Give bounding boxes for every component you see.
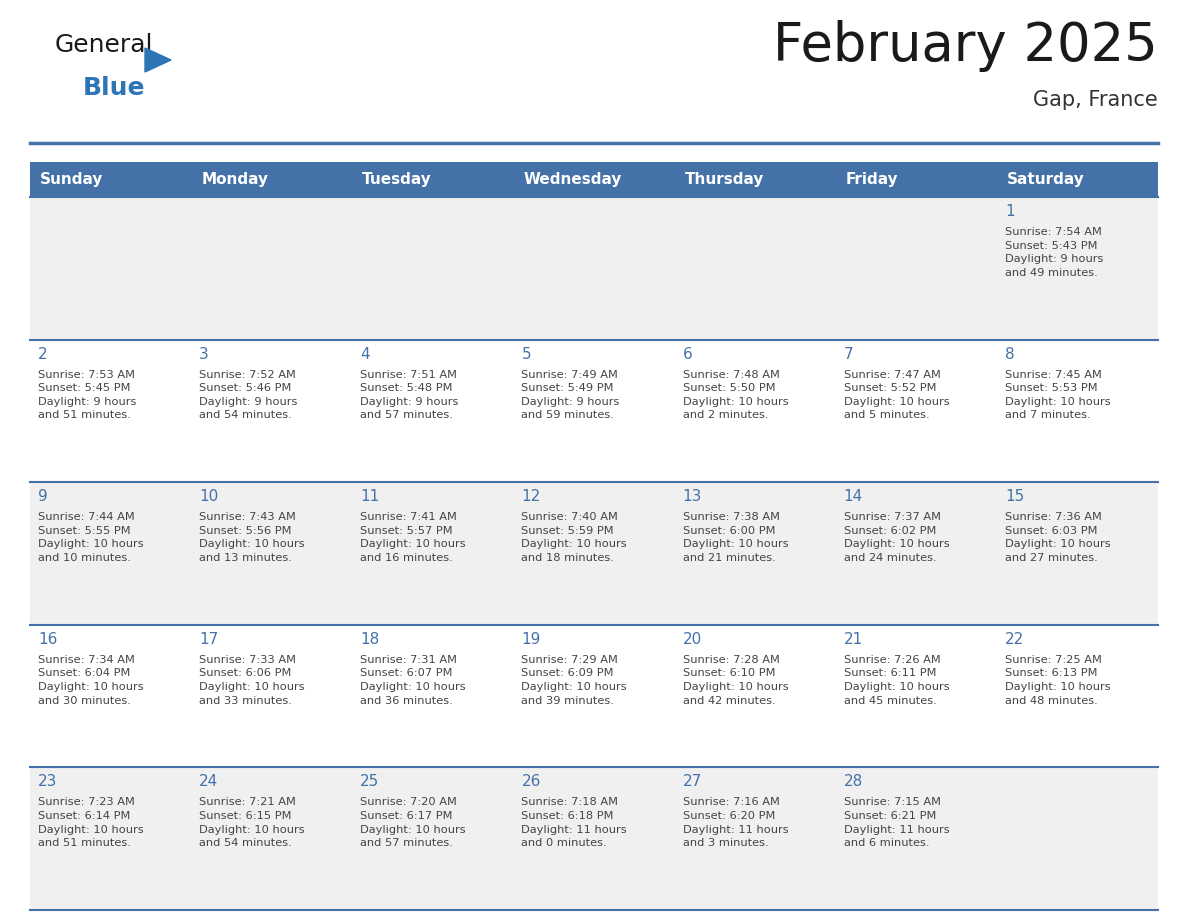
Text: 24: 24 [200, 775, 219, 789]
Polygon shape [145, 48, 171, 72]
Bar [675, 162, 835, 197]
Text: 13: 13 [683, 489, 702, 504]
Text: 7: 7 [843, 347, 853, 362]
Text: 12: 12 [522, 489, 541, 504]
Text: Sunrise: 7:51 AM
Sunset: 5:48 PM
Daylight: 9 hours
and 57 minutes.: Sunrise: 7:51 AM Sunset: 5:48 PM Dayligh… [360, 370, 459, 420]
Text: Sunrise: 7:41 AM
Sunset: 5:57 PM
Daylight: 10 hours
and 16 minutes.: Sunrise: 7:41 AM Sunset: 5:57 PM Dayligh… [360, 512, 466, 563]
Bar [30, 625, 1158, 767]
Text: Sunrise: 7:36 AM
Sunset: 6:03 PM
Daylight: 10 hours
and 27 minutes.: Sunrise: 7:36 AM Sunset: 6:03 PM Dayligh… [1005, 512, 1111, 563]
Bar [30, 482, 1158, 625]
Text: 16: 16 [38, 632, 57, 647]
Text: 1: 1 [1005, 204, 1015, 219]
Text: Sunrise: 7:49 AM
Sunset: 5:49 PM
Daylight: 9 hours
and 59 minutes.: Sunrise: 7:49 AM Sunset: 5:49 PM Dayligh… [522, 370, 620, 420]
Text: Tuesday: Tuesday [362, 172, 432, 187]
Text: 15: 15 [1005, 489, 1024, 504]
Text: 9: 9 [38, 489, 48, 504]
Text: Sunday: Sunday [40, 172, 103, 187]
Bar [30, 197, 1158, 340]
Text: 14: 14 [843, 489, 862, 504]
Text: Sunrise: 7:28 AM
Sunset: 6:10 PM
Daylight: 10 hours
and 42 minutes.: Sunrise: 7:28 AM Sunset: 6:10 PM Dayligh… [683, 655, 788, 706]
Text: 23: 23 [38, 775, 57, 789]
Text: 18: 18 [360, 632, 379, 647]
Bar [30, 767, 1158, 910]
Text: 26: 26 [522, 775, 541, 789]
Text: February 2025: February 2025 [773, 20, 1158, 72]
Text: Sunrise: 7:18 AM
Sunset: 6:18 PM
Daylight: 11 hours
and 0 minutes.: Sunrise: 7:18 AM Sunset: 6:18 PM Dayligh… [522, 798, 627, 848]
Text: 4: 4 [360, 347, 369, 362]
Bar [353, 162, 513, 197]
Text: Sunrise: 7:16 AM
Sunset: 6:20 PM
Daylight: 11 hours
and 3 minutes.: Sunrise: 7:16 AM Sunset: 6:20 PM Dayligh… [683, 798, 788, 848]
Text: 22: 22 [1005, 632, 1024, 647]
Text: General: General [55, 33, 153, 57]
Text: Sunrise: 7:53 AM
Sunset: 5:45 PM
Daylight: 9 hours
and 51 minutes.: Sunrise: 7:53 AM Sunset: 5:45 PM Dayligh… [38, 370, 137, 420]
Text: Sunrise: 7:38 AM
Sunset: 6:00 PM
Daylight: 10 hours
and 21 minutes.: Sunrise: 7:38 AM Sunset: 6:00 PM Dayligh… [683, 512, 788, 563]
Text: 27: 27 [683, 775, 702, 789]
Text: Sunrise: 7:44 AM
Sunset: 5:55 PM
Daylight: 10 hours
and 10 minutes.: Sunrise: 7:44 AM Sunset: 5:55 PM Dayligh… [38, 512, 144, 563]
Text: 10: 10 [200, 489, 219, 504]
Text: Sunrise: 7:33 AM
Sunset: 6:06 PM
Daylight: 10 hours
and 33 minutes.: Sunrise: 7:33 AM Sunset: 6:06 PM Dayligh… [200, 655, 305, 706]
Text: 19: 19 [522, 632, 541, 647]
Text: 2: 2 [38, 347, 48, 362]
Text: Sunrise: 7:23 AM
Sunset: 6:14 PM
Daylight: 10 hours
and 51 minutes.: Sunrise: 7:23 AM Sunset: 6:14 PM Dayligh… [38, 798, 144, 848]
Text: Wednesday: Wednesday [524, 172, 621, 187]
Bar [835, 162, 997, 197]
Text: Friday: Friday [846, 172, 898, 187]
Bar [191, 162, 353, 197]
Text: Sunrise: 7:43 AM
Sunset: 5:56 PM
Daylight: 10 hours
and 13 minutes.: Sunrise: 7:43 AM Sunset: 5:56 PM Dayligh… [200, 512, 305, 563]
Text: Sunrise: 7:15 AM
Sunset: 6:21 PM
Daylight: 11 hours
and 6 minutes.: Sunrise: 7:15 AM Sunset: 6:21 PM Dayligh… [843, 798, 949, 848]
Bar [997, 162, 1158, 197]
Text: Sunrise: 7:48 AM
Sunset: 5:50 PM
Daylight: 10 hours
and 2 minutes.: Sunrise: 7:48 AM Sunset: 5:50 PM Dayligh… [683, 370, 788, 420]
Text: Blue: Blue [83, 76, 145, 100]
Text: Gap, France: Gap, France [1034, 90, 1158, 110]
Text: Thursday: Thursday [684, 172, 764, 187]
Text: Sunrise: 7:26 AM
Sunset: 6:11 PM
Daylight: 10 hours
and 45 minutes.: Sunrise: 7:26 AM Sunset: 6:11 PM Dayligh… [843, 655, 949, 706]
Text: Sunrise: 7:29 AM
Sunset: 6:09 PM
Daylight: 10 hours
and 39 minutes.: Sunrise: 7:29 AM Sunset: 6:09 PM Dayligh… [522, 655, 627, 706]
Bar [30, 162, 191, 197]
Text: Sunrise: 7:37 AM
Sunset: 6:02 PM
Daylight: 10 hours
and 24 minutes.: Sunrise: 7:37 AM Sunset: 6:02 PM Dayligh… [843, 512, 949, 563]
Text: Sunrise: 7:20 AM
Sunset: 6:17 PM
Daylight: 10 hours
and 57 minutes.: Sunrise: 7:20 AM Sunset: 6:17 PM Dayligh… [360, 798, 466, 848]
Text: Sunrise: 7:54 AM
Sunset: 5:43 PM
Daylight: 9 hours
and 49 minutes.: Sunrise: 7:54 AM Sunset: 5:43 PM Dayligh… [1005, 227, 1104, 278]
Text: Sunrise: 7:40 AM
Sunset: 5:59 PM
Daylight: 10 hours
and 18 minutes.: Sunrise: 7:40 AM Sunset: 5:59 PM Dayligh… [522, 512, 627, 563]
Text: Sunrise: 7:31 AM
Sunset: 6:07 PM
Daylight: 10 hours
and 36 minutes.: Sunrise: 7:31 AM Sunset: 6:07 PM Dayligh… [360, 655, 466, 706]
Text: Sunrise: 7:45 AM
Sunset: 5:53 PM
Daylight: 10 hours
and 7 minutes.: Sunrise: 7:45 AM Sunset: 5:53 PM Dayligh… [1005, 370, 1111, 420]
Text: 25: 25 [360, 775, 379, 789]
Text: Sunrise: 7:47 AM
Sunset: 5:52 PM
Daylight: 10 hours
and 5 minutes.: Sunrise: 7:47 AM Sunset: 5:52 PM Dayligh… [843, 370, 949, 420]
Text: Sunrise: 7:52 AM
Sunset: 5:46 PM
Daylight: 9 hours
and 54 minutes.: Sunrise: 7:52 AM Sunset: 5:46 PM Dayligh… [200, 370, 297, 420]
Text: Sunrise: 7:21 AM
Sunset: 6:15 PM
Daylight: 10 hours
and 54 minutes.: Sunrise: 7:21 AM Sunset: 6:15 PM Dayligh… [200, 798, 305, 848]
Text: 28: 28 [843, 775, 862, 789]
Text: 11: 11 [360, 489, 379, 504]
Text: 6: 6 [683, 347, 693, 362]
Text: 3: 3 [200, 347, 209, 362]
Text: 20: 20 [683, 632, 702, 647]
Bar [513, 162, 675, 197]
Text: 17: 17 [200, 632, 219, 647]
Text: 8: 8 [1005, 347, 1015, 362]
Text: Sunrise: 7:34 AM
Sunset: 6:04 PM
Daylight: 10 hours
and 30 minutes.: Sunrise: 7:34 AM Sunset: 6:04 PM Dayligh… [38, 655, 144, 706]
Text: 5: 5 [522, 347, 531, 362]
Text: Saturday: Saturday [1007, 172, 1085, 187]
Text: Monday: Monday [201, 172, 268, 187]
Bar [30, 340, 1158, 482]
Text: 21: 21 [843, 632, 862, 647]
Text: Sunrise: 7:25 AM
Sunset: 6:13 PM
Daylight: 10 hours
and 48 minutes.: Sunrise: 7:25 AM Sunset: 6:13 PM Dayligh… [1005, 655, 1111, 706]
